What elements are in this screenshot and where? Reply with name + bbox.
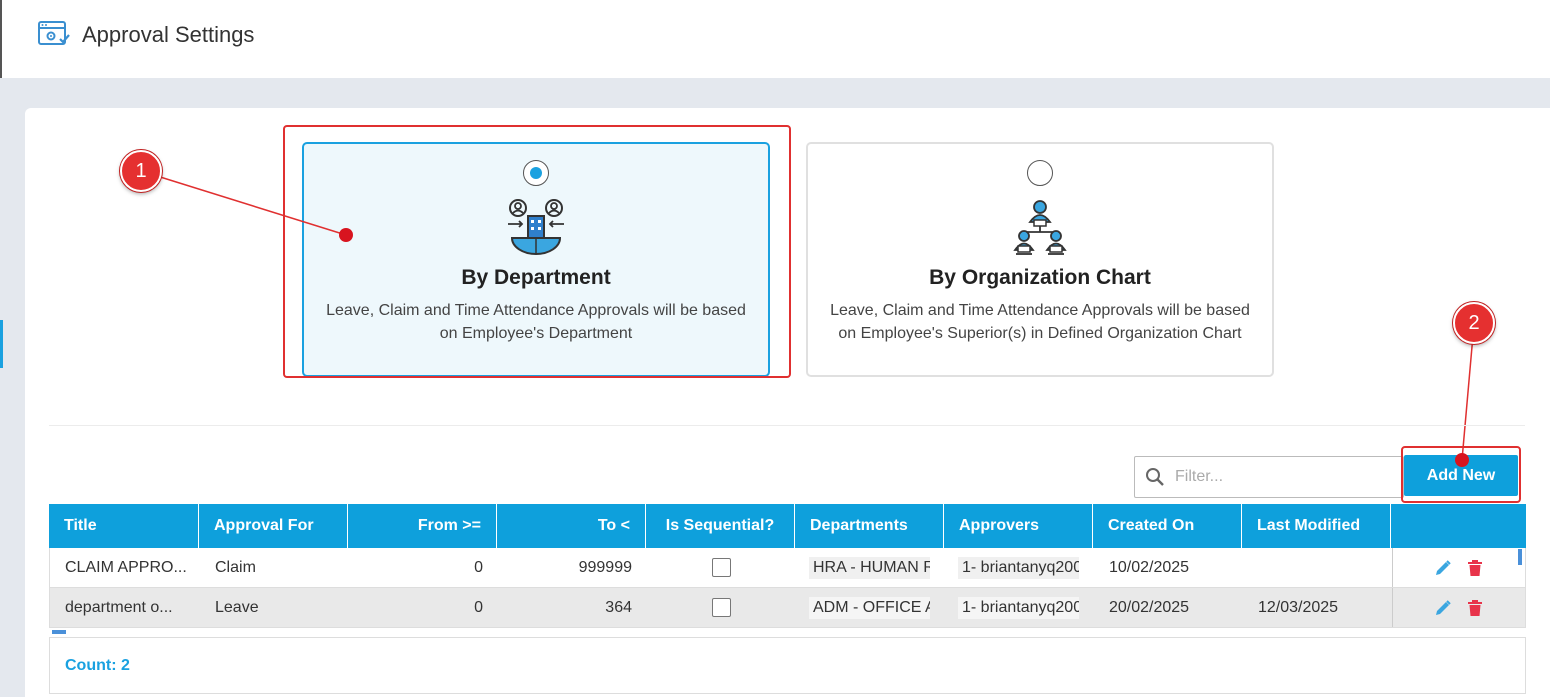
cell-title: department o... <box>65 598 173 616</box>
cell-departments: ADM - OFFICE AD <box>796 588 945 627</box>
option-by-organization-chart[interactable]: By Organization Chart Leave, Claim and T… <box>806 142 1274 377</box>
cell-last-modified: 12/03/2025 <box>1258 598 1339 616</box>
vertical-scrollbar[interactable] <box>1518 549 1522 565</box>
cell-title: CLAIM APPRO... <box>65 558 187 576</box>
option-title: By Department <box>461 266 611 289</box>
grid-header: Title Approval For From >= To < Is Seque… <box>49 504 1526 548</box>
column-header-from[interactable]: From >= <box>348 504 497 548</box>
cell-last-modified <box>1243 548 1392 587</box>
row-count: Count: 2 <box>65 657 130 674</box>
cell-approvers: 1- briantanyq2007 <box>945 588 1094 627</box>
org-chart-icon <box>1013 200 1067 255</box>
cell-approval-for: Claim <box>215 558 256 576</box>
edit-icon[interactable] <box>1434 559 1452 577</box>
search-icon <box>1146 468 1164 486</box>
edit-icon[interactable] <box>1434 599 1452 617</box>
cell-actions <box>1392 548 1525 587</box>
annotation-dot-1 <box>339 228 353 242</box>
filter-input[interactable] <box>1175 465 1395 489</box>
annotation-highlight-box-2 <box>1401 446 1521 503</box>
column-header-approval-for[interactable]: Approval For <box>199 504 348 548</box>
cell-departments: HRA - HUMAN RE <box>796 548 945 587</box>
cell-created-on: 20/02/2025 <box>1109 598 1190 616</box>
column-header-created-on[interactable]: Created On <box>1093 504 1242 548</box>
filter-field[interactable] <box>1134 456 1404 498</box>
annotation-dot-2 <box>1455 453 1469 467</box>
column-header-actions <box>1391 504 1526 548</box>
column-header-to[interactable]: To < <box>497 504 646 548</box>
cell-approval-for: Leave <box>215 598 259 616</box>
department-icon <box>508 199 564 255</box>
annotation-badge-2: 2 <box>1453 302 1495 344</box>
approver-tag: 1- briantanyq2007 <box>958 556 1079 579</box>
cell-to: 999999 <box>578 558 632 576</box>
radio-selected-dot <box>530 167 542 179</box>
grid-footer: Count: 2 <box>49 637 1526 694</box>
delete-icon[interactable] <box>1466 599 1484 617</box>
left-accent-bar <box>0 320 3 368</box>
cell-approvers: 1- briantanyq2007 <box>945 548 1094 587</box>
horizontal-scrollbar[interactable] <box>52 630 66 634</box>
cell-is-sequential <box>647 588 796 627</box>
radio-by-department[interactable] <box>523 160 549 186</box>
delete-icon[interactable] <box>1466 559 1484 577</box>
column-header-approvers[interactable]: Approvers <box>944 504 1093 548</box>
option-by-department[interactable]: By Department Leave, Claim and Time Atte… <box>302 142 770 377</box>
table-row[interactable]: department o... Leave 0 364 ADM - OFFICE… <box>49 588 1526 628</box>
cell-is-sequential <box>647 548 796 587</box>
top-bar: Approval Settings <box>0 0 1550 78</box>
cell-from: 0 <box>474 558 483 576</box>
column-header-last-modified[interactable]: Last Modified <box>1242 504 1391 548</box>
department-tag: HRA - HUMAN RE <box>809 556 930 579</box>
column-header-departments[interactable]: Departments <box>795 504 944 548</box>
approval-grid: Title Approval For From >= To < Is Seque… <box>49 504 1526 628</box>
approver-tag: 1- briantanyq2007 <box>958 596 1079 619</box>
cell-actions <box>1392 588 1525 627</box>
column-header-is-sequential[interactable]: Is Sequential? <box>646 504 795 548</box>
is-sequential-checkbox[interactable] <box>712 558 731 577</box>
table-row[interactable]: CLAIM APPRO... Claim 0 999999 HRA - HUMA… <box>49 548 1526 588</box>
is-sequential-checkbox[interactable] <box>712 598 731 617</box>
department-tag: ADM - OFFICE AD <box>809 596 930 619</box>
radio-by-organization-chart[interactable] <box>1027 160 1053 186</box>
option-description: Leave, Claim and Time Attendance Approva… <box>326 302 746 342</box>
annotation-highlight-box-1 <box>283 125 791 378</box>
cell-from: 0 <box>474 598 483 616</box>
option-description: Leave, Claim and Time Attendance Approva… <box>830 302 1250 342</box>
column-header-title[interactable]: Title <box>49 504 199 548</box>
option-title: By Organization Chart <box>929 266 1151 289</box>
cell-to: 364 <box>605 598 632 616</box>
settings-window-icon <box>38 21 70 45</box>
section-divider <box>49 425 1525 426</box>
page-title: Approval Settings <box>82 22 255 47</box>
cell-created-on: 10/02/2025 <box>1109 558 1190 576</box>
annotation-badge-1: 1 <box>120 150 162 192</box>
